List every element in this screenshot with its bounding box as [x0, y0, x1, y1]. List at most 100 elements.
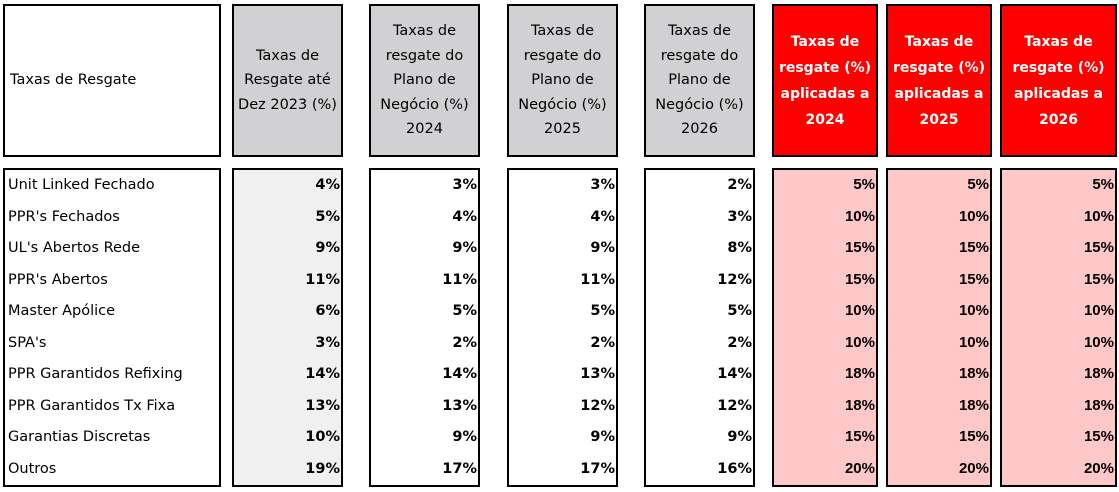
value-cell: 5% [967, 176, 989, 193]
header-line: Resgate até [244, 72, 331, 89]
value-cell: 20% [844, 459, 875, 477]
value-cell: 10% [1083, 207, 1114, 225]
row-label: Garantias Discretas [8, 429, 151, 445]
value-cell: 12% [717, 397, 752, 414]
value-cell: 20% [1083, 459, 1114, 477]
body-col-applied-2024 [772, 168, 878, 487]
value-cell: 13% [580, 366, 615, 382]
value-cell: 5% [590, 303, 615, 319]
header-line: Negócio (%) [518, 96, 607, 113]
value-cell: 3% [727, 208, 752, 225]
table-row: Unit Linked Fechado 4% 3% 3% 2% 5% 5% 5% [0, 170, 1119, 200]
value-cell: 3% [315, 334, 340, 351]
value-cell: 5% [315, 208, 340, 225]
header-line: Taxas de [904, 33, 974, 50]
value-cell: 4% [590, 208, 615, 225]
value-cell: 10% [844, 302, 875, 319]
value-cell: 13% [442, 397, 477, 414]
value-cell: 9% [315, 240, 340, 256]
value-cell: 13% [305, 397, 340, 414]
value-cell: 10% [305, 429, 340, 445]
header-col-rates-2023: Taxas de Resgate até Dez 2023 (%) [232, 4, 343, 157]
value-cell: 14% [717, 366, 752, 382]
table-row: UL's Abertos Rede 9% 9% 9% 8% 15% 15% 15… [0, 233, 1119, 263]
value-cell: 10% [958, 333, 989, 351]
table-row: Master Apólice 6% 5% 5% 5% 10% 10% 10% [0, 296, 1119, 326]
table-row: Garantias Discretas 10% 9% 9% 9% 15% 15%… [0, 422, 1119, 452]
header-line: Taxas de [790, 33, 860, 50]
value-cell: 19% [305, 460, 340, 477]
header-line: aplicadas a [894, 85, 984, 102]
header-line: resgate (%) [778, 59, 872, 76]
header-col-applied-2026: Taxas de resgate (%) aplicadas a 2026 [1000, 4, 1117, 157]
value-cell: 3% [590, 177, 615, 193]
row-label: Unit Linked Fechado [8, 177, 155, 193]
value-cell: 18% [844, 365, 875, 382]
value-cell: 18% [1083, 396, 1114, 414]
header-line: Dez 2023 (%) [238, 96, 337, 113]
header-line: resgate (%) [892, 59, 986, 76]
header-row-label-text: Taxas de Resgate [10, 72, 137, 89]
value-cell: 5% [853, 176, 875, 193]
header-line: Taxas de [1024, 33, 1093, 50]
header-line: Taxas de [530, 23, 595, 40]
value-cell: 6% [315, 303, 340, 319]
row-label: PPR Garantidos Tx Fixa [8, 397, 176, 414]
header-line: aplicadas a [780, 85, 870, 102]
value-cell: 11% [580, 271, 615, 288]
row-label: PPR's Abertos [8, 271, 108, 288]
value-cell: 9% [590, 429, 615, 445]
body-col-applied-2025 [886, 168, 992, 487]
value-cell: 15% [1083, 239, 1114, 256]
value-cell: 12% [717, 271, 752, 288]
value-cell: 16% [717, 460, 752, 477]
value-cell: 15% [958, 239, 989, 256]
body-col-plan-2024 [369, 168, 480, 487]
value-cell: 10% [958, 302, 989, 319]
body-col-plan-2026 [644, 168, 755, 487]
value-cell: 17% [580, 460, 615, 477]
value-cell: 14% [305, 366, 340, 382]
value-cell: 10% [1083, 333, 1114, 351]
value-cell: 14% [442, 366, 477, 382]
value-cell: 18% [1083, 365, 1114, 382]
value-cell: 15% [958, 428, 989, 445]
body-col-plan-2025 [507, 168, 618, 487]
header-line: aplicadas a [1014, 85, 1103, 102]
header-line: Taxas de [255, 47, 320, 64]
value-cell: 15% [844, 239, 875, 256]
value-cell: 2% [727, 177, 752, 193]
header-line: 2024 [406, 121, 443, 138]
table-row: PPR Garantidos Refixing 14% 14% 13% 14% … [0, 359, 1119, 389]
header-row-label: Taxas de Resgate [3, 4, 221, 157]
header-col-applied-2025: Taxas de resgate (%) aplicadas a 2025 [886, 4, 992, 157]
value-cell: 15% [844, 428, 875, 445]
header-line: Taxas de [667, 23, 732, 40]
value-cell: 18% [844, 396, 875, 414]
value-cell: 20% [958, 459, 989, 477]
value-cell: 11% [442, 271, 477, 288]
table-row: PPR's Abertos 11% 11% 11% 12% 15% 15% 15… [0, 265, 1119, 295]
row-label: Outros [8, 460, 57, 477]
header-line: Taxas de [392, 23, 457, 40]
value-cell: 10% [958, 207, 989, 225]
header-line: 2025 [919, 111, 959, 128]
value-cell: 10% [844, 207, 875, 225]
table-row: Outros 19% 17% 17% 16% 20% 20% 20% [0, 454, 1119, 484]
row-label: PPR Garantidos Refixing [8, 366, 183, 382]
value-cell: 8% [727, 240, 752, 256]
header-col-plan-2025: Taxas de resgate do Plano de Negócio (%)… [507, 4, 618, 157]
header-line: Negócio (%) [655, 96, 744, 113]
header-line: Plano de [393, 72, 456, 89]
header-line: 2025 [544, 121, 581, 138]
header-line: resgate do [385, 47, 464, 64]
header-line: 2026 [681, 121, 718, 138]
value-cell: 15% [1083, 270, 1114, 288]
row-label: PPR's Fechados [8, 208, 120, 225]
value-cell: 15% [1083, 428, 1114, 445]
value-cell: 9% [452, 429, 477, 445]
table-row: SPA's 3% 2% 2% 2% 10% 10% 10% [0, 328, 1119, 358]
header-line: Plano de [531, 72, 594, 89]
header-col-plan-2026: Taxas de resgate do Plano de Negócio (%)… [644, 4, 755, 157]
header-line: 2026 [1039, 111, 1078, 128]
